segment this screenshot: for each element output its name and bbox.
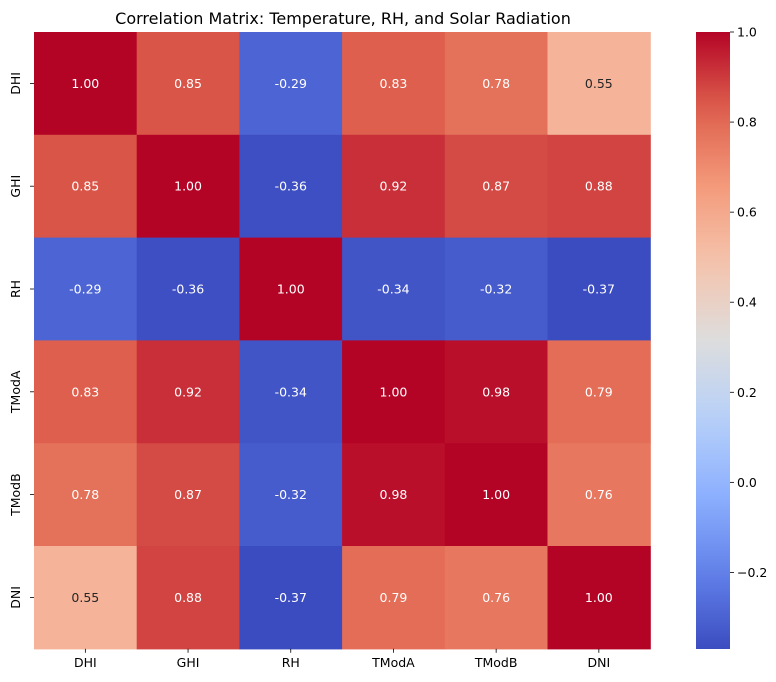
heatmap-cell [239, 546, 343, 650]
y-tick-label: RH [8, 280, 23, 298]
heatmap-cell [547, 237, 651, 341]
colorbar-gradient [696, 32, 730, 649]
cell-value-label: -0.32 [275, 487, 307, 502]
heatmap-cell [342, 443, 446, 547]
heatmap-cell [239, 32, 343, 136]
heatmap-cell [136, 237, 240, 341]
heatmap-cell [342, 32, 446, 136]
colorbar-tick-label: −0.2 [737, 565, 767, 580]
cell-value-label: -0.29 [69, 282, 101, 297]
x-tick-label: DNI [588, 655, 611, 670]
x-tick-label: RH [282, 655, 300, 670]
heatmap-cell [547, 32, 651, 136]
cell-value-label: 0.98 [380, 487, 408, 502]
cell-value-label: 0.79 [585, 384, 613, 399]
colorbar-tick-label: 1.0 [737, 25, 757, 40]
heatmap-cell [342, 237, 446, 341]
cell-value-label: 0.78 [482, 76, 510, 91]
x-tick-label: TModA [371, 655, 415, 670]
heatmap-cell [342, 134, 446, 239]
heatmap-cell [342, 340, 446, 444]
y-tick-label: DHI [8, 72, 23, 95]
cell-value-label: 0.79 [380, 590, 408, 605]
cell-value-label: 1.00 [174, 179, 202, 194]
cell-value-label: 0.98 [482, 384, 510, 399]
y-tick-label: TModB [8, 473, 23, 517]
cell-value-label: 0.85 [71, 179, 99, 194]
heatmap-cell [34, 546, 138, 650]
cell-value-label: 0.78 [71, 487, 99, 502]
heatmap-cell [239, 443, 343, 547]
cell-value-label: 0.88 [174, 590, 202, 605]
heatmap-cell [547, 340, 651, 444]
cell-value-label: -0.36 [172, 282, 204, 297]
y-tick-label: TModA [8, 370, 23, 414]
cell-value-label: -0.34 [377, 282, 409, 297]
colorbar-tick-label: 0.8 [737, 115, 757, 130]
heatmap-cell [136, 546, 240, 650]
heatmap-cell [136, 134, 240, 239]
cell-value-label: -0.37 [275, 590, 307, 605]
cell-value-label: -0.36 [275, 179, 307, 194]
cell-value-label: -0.34 [275, 384, 307, 399]
cell-value-label: 1.00 [585, 590, 613, 605]
cell-value-label: 0.83 [380, 76, 408, 91]
x-tick-label: DHI [74, 655, 97, 670]
cell-value-label: 0.88 [585, 179, 613, 194]
colorbar-tick-label: 0.2 [737, 385, 757, 400]
cell-value-label: -0.29 [275, 76, 307, 91]
cell-value-label: 0.76 [482, 590, 510, 605]
heatmap-cell [239, 340, 343, 444]
cell-value-label: 1.00 [71, 76, 99, 91]
cell-value-label: 1.00 [277, 282, 305, 297]
cell-value-label: -0.32 [480, 282, 512, 297]
heatmap-cell [444, 134, 549, 239]
colorbar: −0.2 0.0 0.2 0.4 0.6 0.8 1.0 [696, 25, 767, 649]
x-tick-label: TModB [474, 655, 518, 670]
y-tick-label: GHI [8, 175, 23, 198]
cell-value-label: 0.55 [71, 590, 99, 605]
heatmap-cell [547, 546, 651, 650]
heatmap-cell [342, 546, 446, 650]
cell-value-label: 0.87 [174, 487, 202, 502]
heatmap-cell [136, 32, 240, 136]
colorbar-ticks: −0.2 0.0 0.2 0.4 0.6 0.8 1.0 [730, 25, 767, 580]
chart-title: Correlation Matrix: Temperature, RH, and… [115, 9, 571, 28]
y-axis-ticks: DHI GHI RH TModA TModB DNI [8, 72, 34, 609]
colorbar-tick-label: 0.6 [737, 205, 757, 220]
cell-value-label: 1.00 [380, 384, 408, 399]
heatmap-cell [34, 32, 138, 136]
cell-value-label: 0.92 [380, 179, 408, 194]
heatmap-cell [34, 340, 138, 444]
heatmap-cell [34, 443, 138, 547]
heatmap-cell [34, 237, 138, 341]
cell-value-label: 1.00 [482, 487, 510, 502]
heatmap-cell [239, 134, 343, 239]
cell-value-label: 0.83 [71, 384, 99, 399]
heatmap-cell [547, 443, 651, 547]
x-tick-label: GHI [177, 655, 200, 670]
heatmap-cell [34, 134, 138, 239]
cell-value-label: 0.85 [174, 76, 202, 91]
heatmap-cell [444, 32, 549, 136]
heatmap-cell [444, 237, 549, 341]
y-tick-label: DNI [8, 586, 23, 609]
cell-value-label: -0.37 [583, 282, 615, 297]
cell-value-label: 0.76 [585, 487, 613, 502]
heatmap-cells: 1.00 0.85 -0.29 0.83 0.78 0.55 0.85 1.00 -0.36 0.… [34, 32, 651, 650]
heatmap-cell [239, 237, 343, 341]
colorbar-tick-label: 0.4 [737, 295, 757, 310]
heatmap-cell [136, 340, 240, 444]
heatmap-cell [444, 546, 549, 650]
cell-value-label: 0.55 [585, 76, 613, 91]
x-axis-ticks: DHI GHI RH TModA TModB DNI [74, 648, 611, 670]
cell-value-label: 0.87 [482, 179, 510, 194]
heatmap-cell [444, 443, 549, 547]
heatmap-cell [547, 134, 651, 239]
colorbar-tick-label: 0.0 [737, 475, 757, 490]
cell-value-label: 0.92 [174, 384, 202, 399]
heatmap-cell [444, 340, 549, 444]
heatmap-cell [136, 443, 240, 547]
